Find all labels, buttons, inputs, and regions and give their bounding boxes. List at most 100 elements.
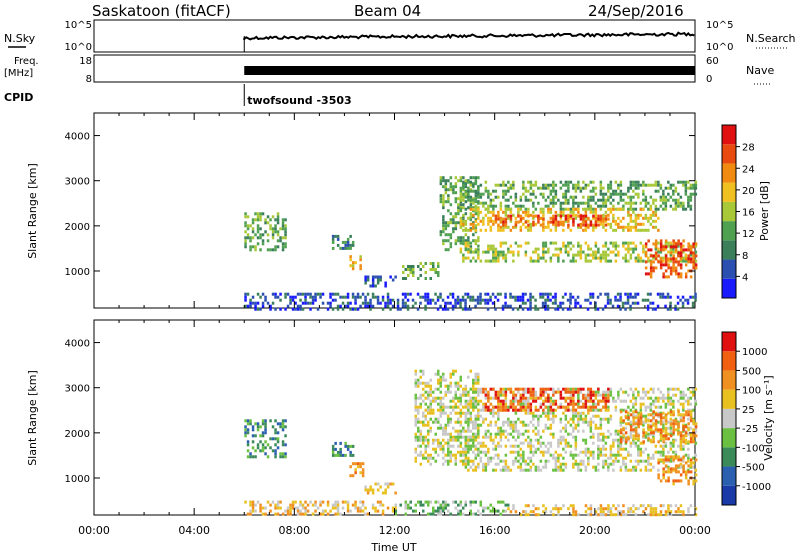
heatmap-cell bbox=[497, 396, 500, 400]
heatmap-cell bbox=[489, 459, 493, 463]
heatmap-cell bbox=[474, 402, 478, 406]
heatmap-cell bbox=[509, 468, 513, 472]
heatmap-cell bbox=[319, 292, 322, 296]
heatmap-cell bbox=[559, 207, 563, 211]
heatmap-cell bbox=[547, 405, 550, 409]
heatmap-cell bbox=[557, 513, 560, 517]
heatmap-cell bbox=[572, 510, 575, 514]
heatmap-cell bbox=[672, 410, 675, 414]
heatmap-cell bbox=[646, 307, 650, 311]
heatmap-cell bbox=[379, 275, 382, 279]
heatmap-cell bbox=[584, 510, 588, 514]
heatmap-cell bbox=[684, 423, 688, 427]
heatmap-cell bbox=[552, 183, 555, 187]
heatmap-cell bbox=[692, 192, 695, 196]
heatmap-cell bbox=[569, 247, 573, 251]
heatmap-cell bbox=[642, 207, 645, 211]
heatmap-cell bbox=[599, 504, 603, 508]
heatmap-cell bbox=[276, 295, 280, 299]
heatmap-cell bbox=[634, 437, 638, 441]
heatmap-cell bbox=[567, 250, 570, 254]
heatmap-cell bbox=[644, 298, 647, 302]
heatmap-cell bbox=[414, 447, 417, 451]
heatmap-cell bbox=[442, 194, 445, 198]
heatmap-cell bbox=[447, 414, 450, 418]
heatmap-cell bbox=[629, 468, 633, 472]
heatmap-cell bbox=[652, 422, 655, 426]
heatmap-cell bbox=[662, 275, 665, 279]
heatmap-cell bbox=[619, 444, 623, 448]
heatmap-cell bbox=[529, 405, 533, 409]
heatmap-cell bbox=[474, 420, 478, 424]
heatmap-cell bbox=[659, 245, 663, 249]
heatmap-cell bbox=[316, 506, 320, 510]
heatmap-cell bbox=[647, 459, 650, 463]
heatmap-cell bbox=[657, 450, 660, 454]
heatmap-cell bbox=[537, 438, 540, 442]
heatmap-cell bbox=[599, 222, 603, 226]
heatmap-cell bbox=[607, 468, 610, 472]
heatmap-cell bbox=[259, 503, 262, 507]
heatmap-cell bbox=[659, 295, 662, 299]
heatmap-cell bbox=[544, 411, 548, 415]
heatmap-cell bbox=[469, 417, 473, 421]
heatmap-cell bbox=[667, 259, 670, 263]
heatmap-cell bbox=[527, 456, 530, 460]
heatmap-cell bbox=[554, 225, 558, 229]
heatmap-cell bbox=[649, 504, 653, 508]
heatmap-cell bbox=[519, 447, 523, 451]
heatmap-cell bbox=[629, 247, 633, 251]
heatmap-cell bbox=[534, 183, 538, 187]
heatmap-cell bbox=[679, 396, 683, 400]
heatmap-cell bbox=[477, 256, 480, 260]
heatmap-cell bbox=[592, 441, 595, 445]
heatmap-cell bbox=[467, 420, 470, 424]
heatmap-cell bbox=[624, 462, 628, 466]
heatmap-cell bbox=[577, 207, 580, 211]
heatmap-cell bbox=[687, 413, 690, 417]
heatmap-cell bbox=[259, 509, 262, 513]
heatmap-cell bbox=[482, 408, 485, 412]
heatmap-cell bbox=[659, 266, 663, 270]
heatmap-cell bbox=[679, 402, 683, 406]
heatmap-cell bbox=[547, 207, 550, 211]
heatmap-cell bbox=[269, 419, 272, 423]
heatmap-cell bbox=[494, 307, 497, 311]
heatmap-cell bbox=[249, 512, 252, 516]
heatmap-cell bbox=[469, 203, 473, 207]
heatmap-cell bbox=[554, 214, 558, 218]
heatmap-cell bbox=[487, 450, 490, 454]
heatmap-cell bbox=[519, 228, 523, 232]
heatmap-cell bbox=[301, 503, 305, 507]
heatmap-cell bbox=[672, 266, 675, 270]
heatmap-cell bbox=[329, 292, 332, 296]
heatmap-cell bbox=[634, 247, 638, 251]
heatmap-cell bbox=[469, 195, 473, 199]
heatmap-cell bbox=[474, 390, 478, 394]
heatmap-cell bbox=[414, 423, 417, 427]
heatmap-cell bbox=[609, 387, 613, 391]
heatmap-cell bbox=[669, 455, 673, 459]
heatmap-cell bbox=[644, 405, 648, 409]
heatmap-cell bbox=[522, 210, 525, 214]
heatmap-cell bbox=[667, 393, 670, 397]
heatmap-cell bbox=[632, 402, 635, 406]
heatmap-cell bbox=[639, 468, 643, 472]
heatmap-cell bbox=[449, 438, 452, 442]
heatmap-cell bbox=[642, 244, 645, 248]
heatmap-cell bbox=[256, 227, 260, 231]
heatmap-cell bbox=[579, 450, 583, 454]
heatmap-cell bbox=[366, 512, 370, 516]
heatmap-cell bbox=[587, 507, 590, 511]
heatmap-cell bbox=[579, 417, 583, 421]
heatmap-cell bbox=[474, 219, 478, 223]
nsearch-tick-bottom: 10^0 bbox=[706, 42, 733, 53]
heatmap-cell bbox=[437, 444, 440, 448]
heatmap-cell bbox=[609, 298, 612, 302]
heatmap-cell bbox=[464, 222, 468, 226]
heatmap-cell bbox=[639, 213, 643, 217]
heatmap-cell bbox=[527, 408, 530, 412]
heatmap-cell bbox=[582, 387, 585, 391]
heatmap-cell bbox=[474, 432, 478, 436]
heatmap-cell bbox=[554, 192, 558, 196]
